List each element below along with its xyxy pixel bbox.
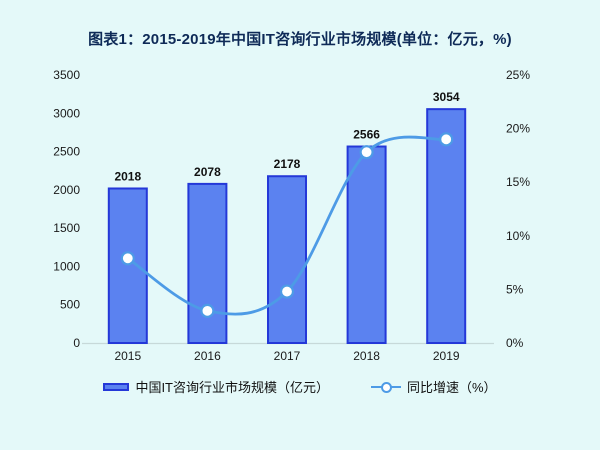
bar-swatch-icon xyxy=(103,382,130,391)
y-axis-right-tick-label: 0% xyxy=(506,336,524,350)
bar-value-label: 2178 xyxy=(274,157,301,171)
bar-2019 xyxy=(426,108,467,344)
bar-value-label: 2566 xyxy=(353,128,380,142)
bar-value-label: 2018 xyxy=(114,169,141,183)
y-axis-right-tick-label: 25% xyxy=(506,68,530,82)
y-axis-right-tick-label: 20% xyxy=(506,122,530,136)
legend-item-bar: 中国IT咨询行业市场规模（亿元） xyxy=(103,377,329,396)
line-marker-icon xyxy=(371,381,401,393)
x-axis-label: 2016 xyxy=(194,349,221,363)
y-axis-left-tick-label: 0 xyxy=(73,336,80,350)
bar-2017 xyxy=(267,175,307,344)
bar-2016 xyxy=(187,182,228,344)
line-marker-2018 xyxy=(359,145,374,160)
x-axis-label: 2018 xyxy=(353,349,380,363)
legend-item-line: 同比增速（%） xyxy=(371,377,497,396)
y-axis-left-tick-label: 2000 xyxy=(53,183,80,197)
chart-title: 图表1：2015-2019年中国IT咨询行业市场规模(单位：亿元，%) xyxy=(88,31,512,48)
legend: 中国IT咨询行业市场规模（亿元） 同比增速（%） xyxy=(0,377,600,396)
y-axis-left-tick-label: 2500 xyxy=(53,145,80,159)
legend-line-label: 同比增速（%） xyxy=(407,380,497,395)
bar-2015 xyxy=(107,187,148,344)
x-axis-label: 2019 xyxy=(433,349,460,363)
bar-value-label: 3054 xyxy=(433,90,460,104)
y-axis-left-tick-label: 3000 xyxy=(53,106,80,120)
bar-2018 xyxy=(346,145,387,344)
y-axis-right-tick-label: 10% xyxy=(506,229,530,243)
y-axis-right-tick-label: 15% xyxy=(506,175,530,189)
legend-bar-label: 中国IT咨询行业市场规模（亿元） xyxy=(135,380,329,395)
line-marker-2019 xyxy=(439,132,454,147)
y-axis-right-tick-label: 5% xyxy=(506,282,524,296)
line-marker-2015 xyxy=(120,251,135,266)
x-axis-label: 2015 xyxy=(114,349,141,363)
bar-value-label: 2078 xyxy=(194,165,221,179)
y-axis-left-tick-label: 500 xyxy=(60,298,80,312)
line-marker-2016 xyxy=(200,303,215,318)
y-axis-left-tick-label: 1500 xyxy=(53,221,80,235)
y-axis-left-tick-label: 3500 xyxy=(53,68,80,82)
x-axis-label: 2017 xyxy=(274,349,301,363)
line-marker-2017 xyxy=(279,284,295,299)
y-axis-left-tick-label: 1000 xyxy=(53,259,80,273)
